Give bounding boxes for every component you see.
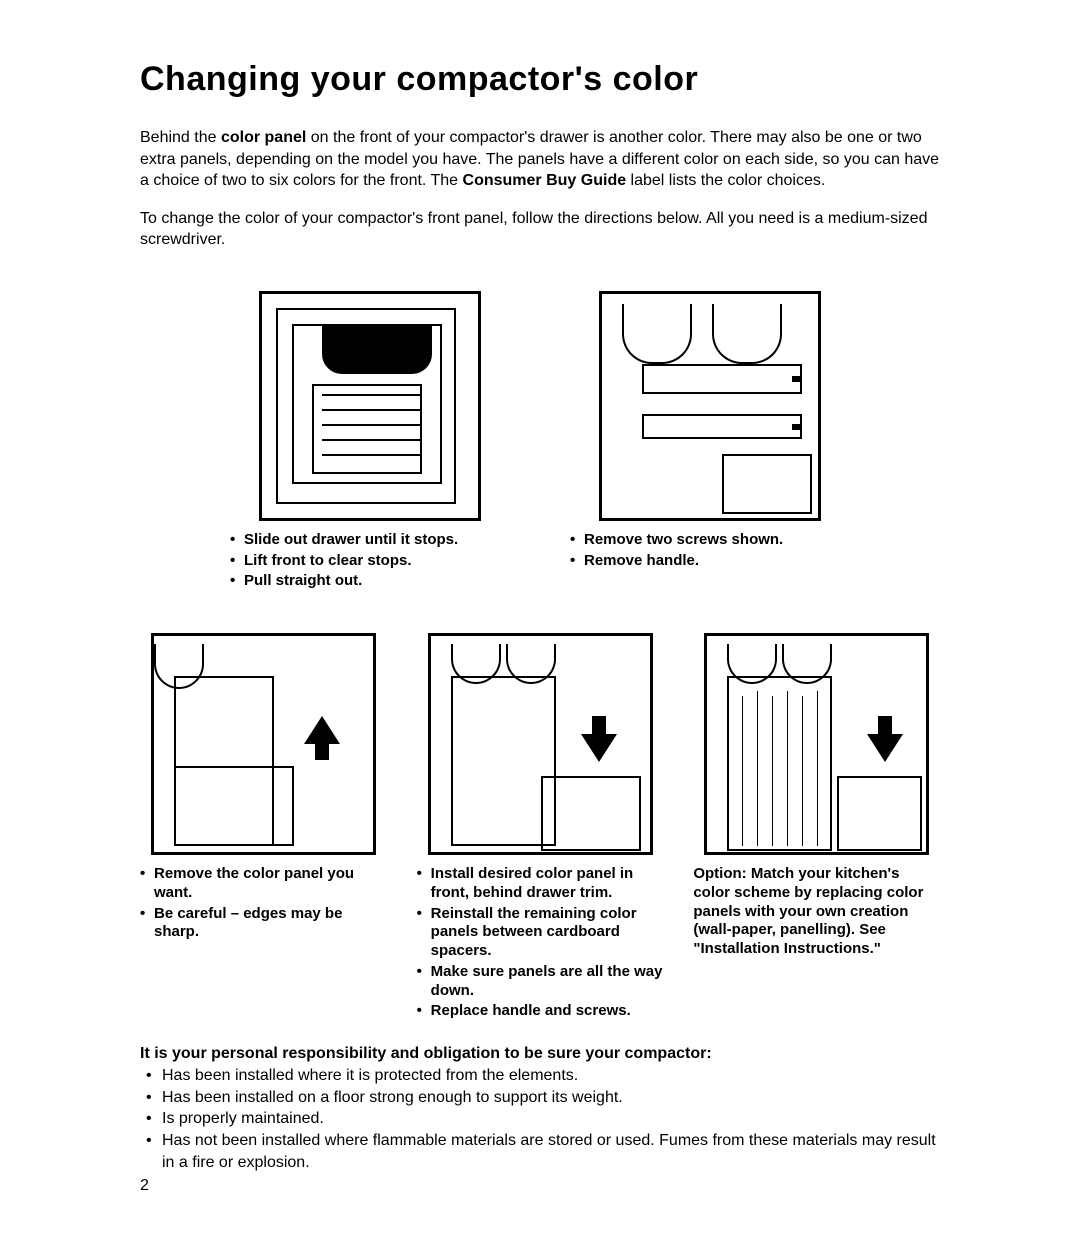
figure-remove-handle (599, 291, 821, 521)
intro-para-1: Behind the color panel on the front of y… (140, 127, 940, 192)
intro-bold-2: Consumer Buy Guide (463, 172, 627, 189)
caption-item: Lift front to clear stops. (230, 552, 510, 571)
caption-item: Be careful – edges may be sharp. (140, 905, 387, 943)
caption-item: Remove handle. (570, 552, 850, 571)
intro-bold-1: color panel (221, 129, 306, 146)
figure-panel-bottom-mid: Install desired color panel in front, be… (417, 633, 664, 1023)
footer-item: Has been installed where it is protected… (140, 1065, 940, 1087)
intro-text: label lists the color choices. (626, 172, 825, 189)
intro-block: Behind the color panel on the front of y… (140, 127, 940, 251)
figure-row-2: Remove the color panel you want. Be care… (140, 633, 940, 1023)
figure-row-1: Slide out drawer until it stops. Lift fr… (140, 291, 940, 593)
figure-option-panel (704, 633, 929, 855)
footer-block: It is your personal responsibility and o… (140, 1045, 940, 1195)
caption-item: Slide out drawer until it stops. (230, 531, 510, 550)
caption-plain: Option: Match your kitchen's color schem… (693, 865, 940, 959)
footer-item: Has been installed on a floor strong eno… (140, 1087, 940, 1109)
page-title: Changing your compactor's color (140, 60, 940, 99)
footer-heading: It is your personal responsibility and o… (140, 1045, 940, 1063)
figure-remove-panel (151, 633, 376, 855)
figure-panel-top-left: Slide out drawer until it stops. Lift fr… (230, 291, 510, 593)
figure-panel-bottom-right: Option: Match your kitchen's color schem… (693, 633, 940, 1023)
figure-caption: Install desired color panel in front, be… (417, 865, 664, 1023)
figure-drawer-pull (259, 291, 481, 521)
figure-install-panel (428, 633, 653, 855)
figure-caption: Remove two screws shown. Remove handle. (570, 531, 850, 573)
caption-item: Make sure panels are all the way down. (417, 963, 664, 1001)
intro-para-2: To change the color of your compactor's … (140, 208, 940, 251)
footer-item: Has not been installed where flammable m… (140, 1130, 940, 1173)
intro-text: Behind the (140, 129, 221, 146)
page-number: 2 (140, 1177, 940, 1195)
figure-panel-top-right: Remove two screws shown. Remove handle. (570, 291, 850, 593)
caption-item: Remove two screws shown. (570, 531, 850, 550)
footer-item: Is properly maintained. (140, 1108, 940, 1130)
figure-caption: Remove the color panel you want. Be care… (140, 865, 387, 944)
caption-item: Remove the color panel you want. (140, 865, 387, 903)
caption-item: Install desired color panel in front, be… (417, 865, 664, 903)
figure-panel-bottom-left: Remove the color panel you want. Be care… (140, 633, 387, 1023)
caption-item: Replace handle and screws. (417, 1002, 664, 1021)
caption-item: Reinstall the remaining color panels bet… (417, 905, 664, 961)
caption-item: Pull straight out. (230, 572, 510, 591)
figure-caption: Option: Match your kitchen's color schem… (693, 865, 940, 961)
figure-caption: Slide out drawer until it stops. Lift fr… (230, 531, 510, 593)
